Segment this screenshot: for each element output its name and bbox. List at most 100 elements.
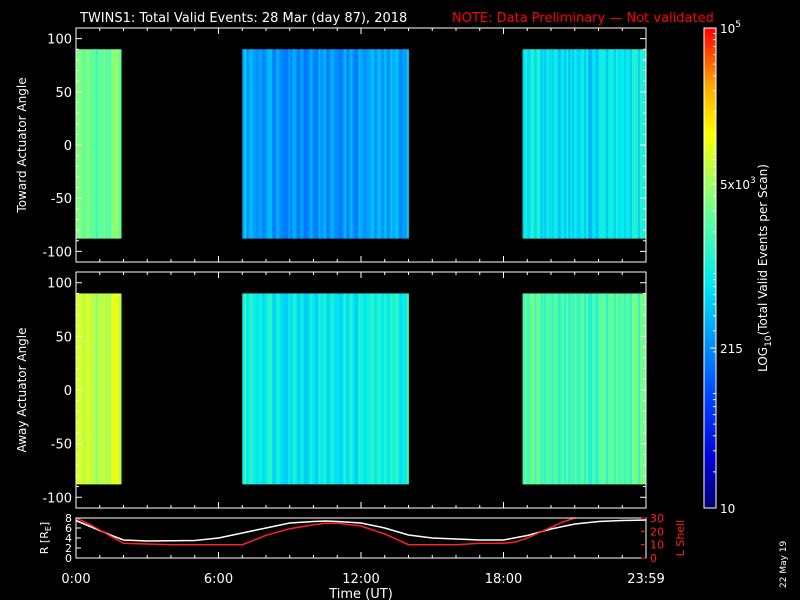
heatmap-column (576, 49, 579, 239)
colorbar-segment (704, 504, 716, 509)
colorbar-segment (704, 180, 716, 185)
heatmap-column (618, 293, 621, 485)
colorbar-segment (704, 456, 716, 461)
heatmap-column (256, 49, 259, 239)
heatmap-column (362, 49, 365, 239)
colorbar-segment (704, 188, 716, 193)
heatmap-column (81, 293, 85, 485)
heatmap-column (356, 49, 359, 239)
radius-series-line (75, 519, 647, 542)
heatmap-column (396, 293, 399, 485)
heatmap-column (636, 293, 639, 485)
colorbar-segment (704, 96, 716, 101)
heatmap-column (270, 293, 273, 485)
heatmap-column (544, 293, 547, 485)
colorbar-segment (704, 428, 716, 433)
heatmap-column (526, 49, 529, 239)
heatmap-column (570, 293, 573, 485)
colorbar: 10 215 5x103 10 5 LOG10(Total Valid Events pe… (703, 20, 774, 516)
heatmap-column (622, 49, 625, 239)
toward-panel: 100 50 0 -50 -100 Toward Actuator Angle (15, 27, 647, 263)
heatmap-column (115, 293, 118, 485)
colorbar-segment (704, 104, 716, 109)
heatmap-column (111, 293, 114, 485)
heatmap-column (532, 49, 535, 239)
heatmap-column (564, 293, 567, 485)
heatmap-column (592, 49, 595, 239)
left-y-axis-label-subscript: E (44, 526, 53, 531)
heatmap-column (296, 49, 299, 239)
heatmap-column (574, 49, 577, 239)
heatmap-column (308, 293, 311, 485)
colorbar-segment (704, 384, 716, 389)
colorbar-label-rest: (Total Valid Events per Scan) (756, 164, 770, 335)
colorbar-segment (704, 244, 716, 249)
colorbar-segment (704, 396, 716, 401)
heatmap-column (254, 293, 257, 485)
heatmap-column (93, 293, 97, 485)
heatmap-column (526, 293, 529, 485)
y-tick-label: 0 (64, 139, 72, 154)
heatmap-column (388, 293, 391, 485)
heatmap-column (378, 49, 381, 239)
colorbar-segment (704, 212, 716, 217)
colorbar-segment (704, 360, 716, 365)
heatmap-column (558, 293, 561, 485)
colorbar-segment (704, 228, 716, 233)
heatmap-column (248, 293, 251, 485)
heatmap-column (600, 293, 603, 485)
heatmap-column (250, 49, 253, 239)
heatmap-column (374, 293, 377, 485)
colorbar-segment (704, 60, 716, 65)
heatmap-column (376, 49, 379, 239)
heatmap-column (101, 49, 104, 239)
heatmap-column (394, 293, 397, 485)
colorbar-segment (704, 136, 716, 141)
heatmap-column (640, 293, 643, 485)
left-y-tick-label: 0 (65, 552, 72, 565)
heatmap-column (244, 293, 247, 485)
heatmap-column (310, 49, 313, 239)
colorbar-segment (704, 32, 716, 37)
colorbar-segment (704, 316, 716, 321)
heatmap-column (544, 49, 547, 239)
colorbar-segment (704, 240, 716, 245)
heatmap-column (296, 293, 299, 485)
heatmap-column (608, 49, 611, 239)
heatmap-column (394, 49, 397, 239)
heatmap-column (564, 49, 567, 239)
heatmap-column (318, 293, 321, 485)
colorbar-segment (704, 116, 716, 121)
colorbar-segment (704, 192, 716, 197)
heatmap-column (298, 49, 301, 239)
data-block (76, 293, 122, 485)
heatmap-column (79, 293, 83, 485)
colorbar-segment (704, 176, 716, 181)
heatmap-column (364, 49, 367, 239)
left-y-tick-label: 6 (65, 522, 72, 535)
heatmap-column (364, 293, 367, 485)
heatmap-column (270, 49, 273, 239)
heatmap-column (316, 49, 319, 239)
heatmap-column (85, 49, 89, 239)
heatmap-column (638, 293, 641, 485)
colorbar-segment (704, 292, 716, 297)
heatmap-column (644, 293, 647, 485)
heatmap-column (642, 293, 645, 485)
colorbar-segment (704, 112, 716, 117)
heatmap-column (302, 293, 305, 485)
heatmap-column (346, 293, 349, 485)
heatmap-column (284, 293, 287, 485)
colorbar-segment (704, 208, 716, 213)
heatmap-column (590, 49, 593, 239)
y-tick-label: 0 (64, 384, 72, 399)
heatmap-column (626, 293, 629, 485)
heatmap-column (570, 49, 573, 239)
x-tick-label: 18:00 (485, 572, 522, 587)
colorbar-segment (704, 172, 716, 177)
heatmap-column (550, 293, 553, 485)
heatmap-column (548, 293, 551, 485)
heatmap-column (400, 293, 403, 485)
colorbar-segment (704, 468, 716, 473)
